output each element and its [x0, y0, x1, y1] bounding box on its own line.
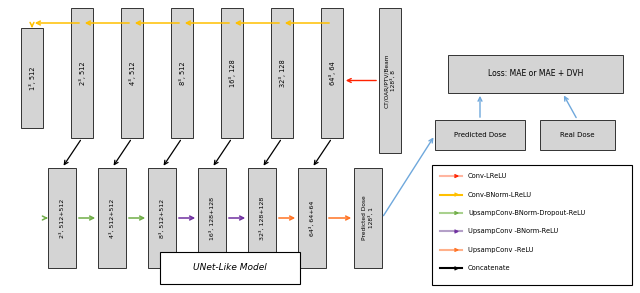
FancyBboxPatch shape [48, 168, 76, 268]
FancyBboxPatch shape [98, 168, 126, 268]
FancyBboxPatch shape [540, 120, 615, 150]
Text: Conv-LReLU: Conv-LReLU [468, 173, 508, 179]
FancyBboxPatch shape [321, 8, 343, 138]
FancyBboxPatch shape [121, 8, 143, 138]
Text: 16³, 128: 16³, 128 [228, 59, 236, 87]
FancyBboxPatch shape [221, 8, 243, 138]
Text: 64³, 64+64: 64³, 64+64 [309, 200, 315, 236]
Text: 1³, 512: 1³, 512 [29, 66, 35, 90]
FancyBboxPatch shape [171, 8, 193, 138]
FancyBboxPatch shape [432, 165, 632, 285]
Text: 32³, 128: 32³, 128 [278, 59, 285, 87]
Text: Conv-BNorm-LReLU: Conv-BNorm-LReLU [468, 192, 532, 197]
Text: Predicted Dose
128³, 1: Predicted Dose 128³, 1 [362, 196, 374, 240]
FancyBboxPatch shape [21, 28, 43, 128]
FancyBboxPatch shape [198, 168, 226, 268]
Text: CT/OAR/PTV/Beam
128³, 8: CT/OAR/PTV/Beam 128³, 8 [385, 53, 396, 108]
Text: Real Dose: Real Dose [560, 132, 595, 138]
Text: 2³, 512+512: 2³, 512+512 [60, 198, 65, 238]
FancyBboxPatch shape [448, 55, 623, 93]
FancyBboxPatch shape [148, 168, 176, 268]
FancyBboxPatch shape [298, 168, 326, 268]
FancyBboxPatch shape [71, 8, 93, 138]
FancyBboxPatch shape [248, 168, 276, 268]
Text: UNet-Like Model: UNet-Like Model [193, 263, 267, 272]
Text: 2³, 512: 2³, 512 [79, 61, 86, 85]
FancyBboxPatch shape [271, 8, 293, 138]
FancyBboxPatch shape [435, 120, 525, 150]
Text: Concatenate: Concatenate [468, 265, 511, 271]
Text: 4³, 512+512: 4³, 512+512 [109, 198, 115, 238]
FancyBboxPatch shape [160, 252, 300, 284]
Text: 4³, 512: 4³, 512 [129, 61, 136, 85]
Text: Loss: MAE or MAE + DVH: Loss: MAE or MAE + DVH [488, 69, 583, 79]
Text: Predicted Dose: Predicted Dose [454, 132, 506, 138]
Text: UpsampConv -ReLU: UpsampConv -ReLU [468, 247, 534, 253]
FancyBboxPatch shape [379, 8, 401, 153]
FancyBboxPatch shape [354, 168, 382, 268]
Text: 64³, 64: 64³, 64 [328, 61, 335, 85]
Text: 32³, 128+128: 32³, 128+128 [259, 196, 264, 240]
Text: UpsampConv-BNorm-Dropout-ReLU: UpsampConv-BNorm-Dropout-ReLU [468, 210, 585, 216]
Text: 16³, 128+128: 16³, 128+128 [209, 197, 214, 239]
Text: 8³, 512+512: 8³, 512+512 [159, 198, 164, 238]
Text: 8³, 512: 8³, 512 [179, 61, 186, 85]
Text: UpsampConv -BNorm-ReLU: UpsampConv -BNorm-ReLU [468, 229, 558, 234]
